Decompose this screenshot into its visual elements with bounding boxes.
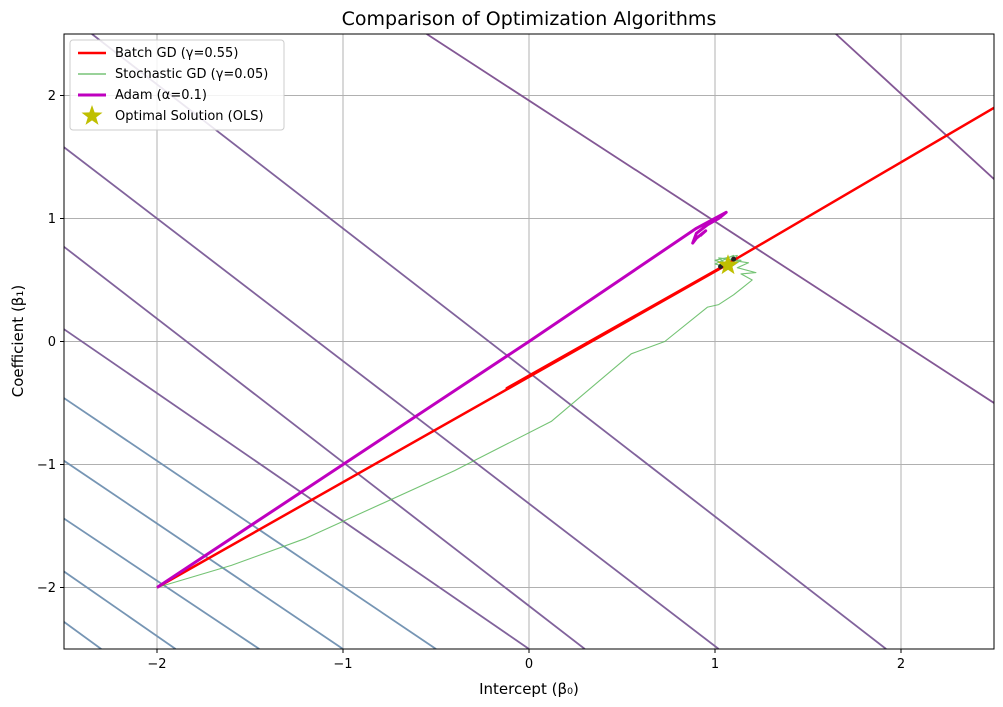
series-line-adam: [156, 210, 728, 589]
series-lines: [156, 106, 994, 589]
y-tick-label: −2: [37, 581, 56, 596]
legend: Batch GD (γ=0.55) Stochastic GD (γ=0.05)…: [69, 39, 285, 131]
contour-line: [64, 146, 720, 649]
y-tick-label: 0: [48, 335, 56, 350]
contour-line: [91, 34, 887, 649]
legend-box: [69, 39, 285, 131]
contour-line: [426, 34, 994, 404]
y-axis-label: Coefficient (β₁): [9, 285, 27, 397]
series-line-batch-gd: [156, 106, 994, 589]
x-tick-label: 0: [525, 657, 533, 672]
legend-label-adam: Adam (α=0.1): [115, 88, 207, 103]
x-tick-label: 2: [897, 657, 905, 672]
axis-ticks: −2 −1 0 1 2 −2 −1 0 1 2: [37, 89, 905, 672]
contour-line: [64, 621, 102, 649]
contour-line: [64, 246, 586, 649]
x-tick-label: −2: [147, 657, 166, 672]
optimal-solution-star-icon: [717, 254, 739, 275]
legend-label-optimum: Optimal Solution (OLS): [115, 109, 264, 124]
contour-line: [835, 34, 994, 180]
y-tick-label: 1: [48, 212, 56, 227]
legend-star-icon: [81, 105, 103, 125]
legend-label-batch-gd: Batch GD (γ=0.55): [115, 46, 238, 61]
chart-title: Comparison of Optimization Algorithms: [342, 8, 717, 30]
contour-line: [64, 328, 530, 649]
series-line-stochastic-gd: [156, 254, 757, 589]
y-tick-label: −1: [37, 458, 56, 473]
contour-line: [64, 460, 344, 649]
y-tick-label: 2: [48, 89, 56, 104]
optimum-marker-layer: [717, 254, 739, 275]
x-tick-label: 1: [711, 657, 719, 672]
legend-label-stochastic-gd: Stochastic GD (γ=0.05): [115, 67, 268, 82]
series-endpoint: [731, 256, 737, 262]
x-tick-label: −1: [333, 657, 352, 672]
x-axis-label: Intercept (β₀): [479, 680, 579, 698]
contour-line: [64, 570, 177, 649]
contour-line: [64, 397, 437, 649]
